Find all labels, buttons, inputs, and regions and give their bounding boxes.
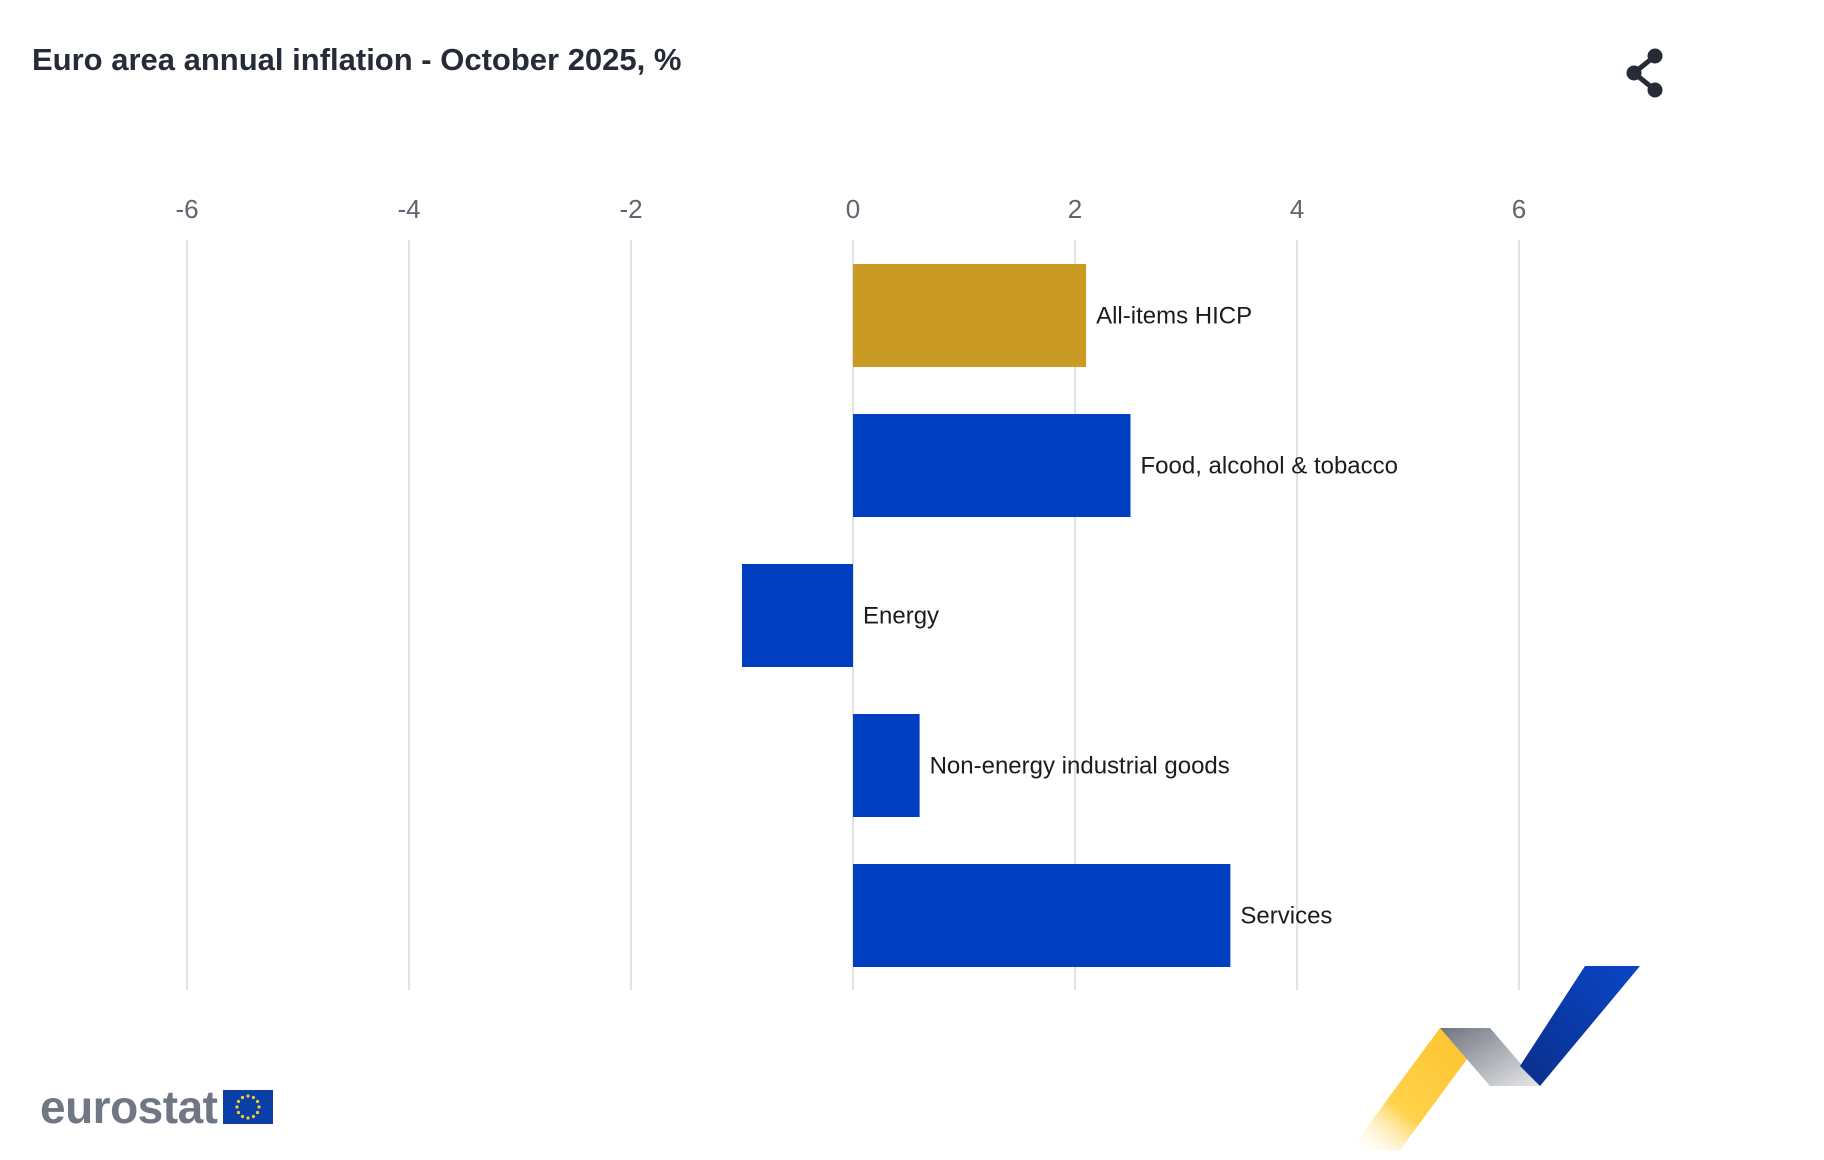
x-tick-label: 6 [1512,194,1526,224]
chart-title: Euro area annual inflation - October 202… [32,42,682,77]
x-axis-tick-labels: -6 -4 -2 0 2 4 6 [175,194,1526,224]
share-button[interactable] [1621,48,1669,98]
logo-text: eurostat [40,1081,218,1133]
bar [853,414,1131,517]
bar [853,864,1231,967]
eurostat-logo: eurostat [40,1081,274,1133]
category-label: All-items HICP [1096,303,1252,330]
x-tick-label: 0 [846,194,860,224]
x-tick-label: 4 [1290,194,1304,224]
category-label: Food, alcohol & tobacco [1141,453,1399,480]
category-label: Services [1240,903,1332,930]
inflation-bar-chart: -6 -4 -2 0 2 4 6 All-items HICP Food, alcohol &… [175,194,1526,990]
bar [853,264,1087,367]
bar [853,714,920,817]
x-tick-label: -4 [397,194,420,224]
category-label: Energy [863,603,939,630]
bar [742,564,853,667]
category-labels: All-items HICP Food, alcohol & tobacco Ene… [863,303,1398,930]
share-icon [1626,48,1663,98]
decorative-ribbon-icon [1350,966,1640,1150]
x-tick-label: -6 [175,194,198,224]
category-label: Non-energy industrial goods [930,753,1230,780]
x-tick-label: 2 [1068,194,1082,224]
eu-flag-icon [223,1090,274,1124]
x-tick-label: -2 [619,194,642,224]
bars [742,264,1231,967]
